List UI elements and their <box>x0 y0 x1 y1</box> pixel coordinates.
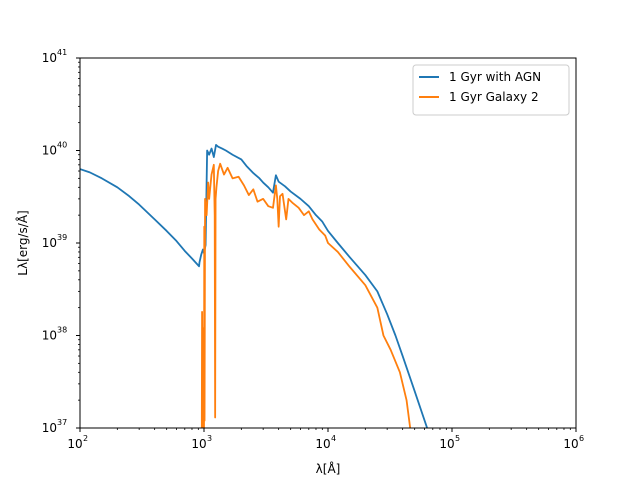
y-tick-exponent: 41 <box>57 48 67 57</box>
x-tick-label: 10 <box>67 437 82 451</box>
y-tick-label: 10 <box>42 51 57 65</box>
series-layer <box>80 143 428 428</box>
legend-label: 1 Gyr with AGN <box>449 70 541 84</box>
x-tick-label: 10 <box>563 437 578 451</box>
y-tick-exponent: 37 <box>57 418 67 427</box>
x-tick-exponent: 2 <box>83 434 88 443</box>
x-tick-exponent: 3 <box>207 434 212 443</box>
y-tick-label: 10 <box>42 329 57 343</box>
y-tick-exponent: 38 <box>57 326 67 335</box>
y-tick-exponent: 39 <box>57 233 67 242</box>
x-axis-label: λ[Å] <box>316 461 341 476</box>
x-axis: 10 2 10 3 10 4 10 5 10 6 <box>67 428 584 451</box>
y-tick-label: 10 <box>42 236 57 250</box>
y-tick-exponent: 40 <box>57 141 67 150</box>
y-tick-label: 10 <box>42 421 57 435</box>
legend: 1 Gyr with AGN 1 Gyr Galaxy 2 <box>412 64 570 116</box>
y-axis-label: Lλ[erg/s/Å] <box>15 210 30 275</box>
x-tick-label: 10 <box>315 437 330 451</box>
legend-box <box>412 64 570 116</box>
x-tick-exponent: 6 <box>579 434 584 443</box>
x-tick-exponent: 5 <box>455 434 460 443</box>
x-tick-exponent: 4 <box>331 434 336 443</box>
x-tick-label: 10 <box>191 437 206 451</box>
series-line-1 <box>80 143 428 428</box>
x-tick-label: 10 <box>439 437 454 451</box>
legend-label: 1 Gyr Galaxy 2 <box>449 90 539 104</box>
series-line-2 <box>200 162 412 428</box>
y-tick-label: 10 <box>42 144 57 158</box>
